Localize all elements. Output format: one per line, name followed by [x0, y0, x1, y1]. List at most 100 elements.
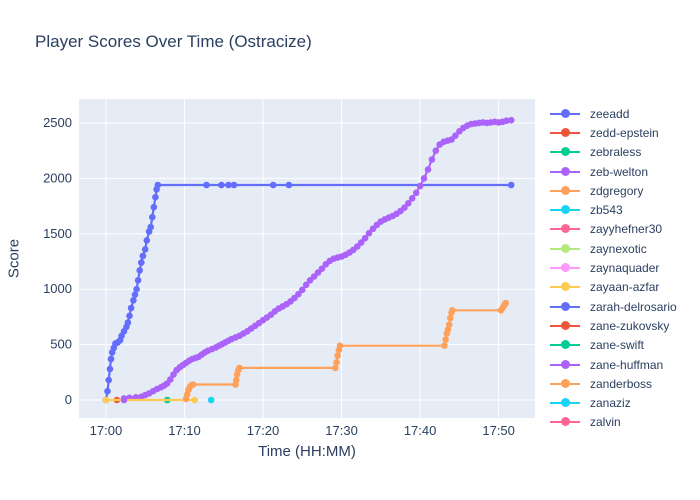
trace-zeeadd-marker[interactable] — [218, 181, 225, 189]
trace-zeb-welton-marker[interactable] — [299, 286, 306, 294]
trace-zeb-welton-marker[interactable] — [357, 239, 365, 246]
legend-line-marker-icon — [548, 205, 584, 215]
trace-zeb-welton-marker[interactable] — [361, 234, 369, 242]
legend-item-zane-swift[interactable]: zane-swift — [548, 336, 698, 355]
trace-zeb-welton-marker[interactable] — [432, 147, 440, 154]
legend-item-label: zeb-welton — [590, 164, 649, 179]
legend-item-zdgregory[interactable]: zdgregory — [548, 181, 698, 200]
legend-item-label: zarah-delrosario — [590, 299, 677, 314]
trace-zayaan-azfar-marker[interactable] — [191, 396, 198, 404]
trace-zeeadd-marker[interactable] — [134, 277, 142, 284]
trace-zeb-welton-marker[interactable] — [405, 200, 412, 207]
trace-zeeadd-marker[interactable] — [141, 246, 149, 253]
legend-item-label: zaynexotic — [590, 241, 647, 256]
x-axis-title: Time (HH:MM) — [258, 443, 356, 460]
trace-zeb-welton-marker[interactable] — [408, 195, 416, 202]
legend-item-zedd-epstein[interactable]: zedd-epstein — [548, 123, 698, 142]
trace-zeeadd-marker[interactable] — [106, 365, 114, 373]
trace-zeeadd-marker[interactable] — [225, 181, 232, 189]
trace-zeeadd-marker[interactable] — [139, 252, 147, 260]
legend-item-zeb-welton[interactable]: zeb-welton — [548, 162, 698, 181]
legend-item-label: zane-zukovsky — [590, 318, 670, 333]
trace-zeb-welton-marker[interactable] — [416, 182, 424, 190]
trace-zeeadd-marker[interactable] — [230, 181, 238, 189]
y-tick-label: 500 — [50, 337, 72, 352]
trace-zeeadd-marker[interactable] — [138, 259, 145, 266]
legend-item-zebraless[interactable]: zebraless — [548, 143, 698, 162]
legend-item-zanderboss[interactable]: zanderboss — [548, 374, 698, 393]
legend-item-label: zedd-epstein — [590, 125, 659, 140]
plot-area[interactable] — [79, 99, 535, 418]
trace-zb543-marker[interactable] — [207, 396, 215, 404]
legend-item-zalvin[interactable]: zalvin — [548, 413, 698, 426]
legend-item-zayaan-azfar[interactable]: zayaan-azfar — [548, 278, 698, 297]
trace-zeeadd-marker[interactable] — [152, 193, 159, 201]
trace-zanderboss-marker[interactable] — [189, 381, 197, 388]
trace-zeeadd-marker[interactable] — [147, 223, 154, 231]
legend-item-zanaziz[interactable]: zanaziz — [548, 393, 698, 412]
x-tick-label: 17:20 — [247, 423, 280, 438]
legend-item-zane-zukovsky[interactable]: zane-zukovsky — [548, 316, 698, 335]
legend-item-zarah-delrosario[interactable]: zarah-delrosario — [548, 297, 698, 316]
trace-zeeadd-marker[interactable] — [136, 267, 143, 274]
trace-zeb-welton-marker[interactable] — [318, 265, 326, 273]
trace-zanderboss-marker[interactable] — [444, 326, 452, 334]
legend-item-zaynaquader[interactable]: zaynaquader — [548, 258, 698, 277]
trace-zeeadd-marker[interactable] — [126, 312, 133, 320]
trace-zanderboss-marker[interactable] — [236, 364, 243, 372]
legend-item-zb543[interactable]: zb543 — [548, 200, 698, 219]
trace-zeeadd-marker[interactable] — [150, 203, 158, 211]
trace-zeeadd-marker[interactable] — [105, 376, 112, 384]
trace-zeb-welton-marker[interactable] — [295, 290, 302, 298]
legend-item-label: zayaan-azfar — [590, 280, 660, 295]
trace-zayaan-azfar-marker[interactable] — [102, 396, 110, 404]
legend-line-marker-icon — [548, 147, 584, 157]
trace-zanderboss-marker[interactable] — [449, 307, 456, 314]
trace-zeeadd-marker[interactable] — [143, 237, 151, 244]
trace-zeb-welton-marker[interactable] — [507, 116, 515, 124]
trace-zeeadd-marker[interactable] — [127, 304, 135, 312]
trace-zeeadd-marker[interactable] — [285, 181, 293, 189]
trace-zeeadd-marker[interactable] — [269, 181, 277, 189]
trace-zeeadd-marker[interactable] — [507, 181, 515, 189]
legend-line-marker-icon — [548, 301, 584, 312]
trace-zeb-welton-marker[interactable] — [452, 132, 459, 139]
legend-item-zeeadd[interactable]: zeeadd — [548, 104, 698, 123]
trace-zanderboss-marker[interactable] — [447, 314, 454, 322]
legend: zeeadd zedd-epstein zebraless ze — [548, 104, 698, 426]
trace-zeb-welton-marker[interactable] — [420, 175, 428, 182]
trace-zanderboss-marker[interactable] — [334, 352, 341, 360]
trace-zeb-welton-marker[interactable] — [365, 229, 373, 237]
trace-zeeadd-marker[interactable] — [130, 297, 137, 304]
trace-zanderboss-marker[interactable] — [333, 359, 340, 366]
trace-zeb-welton-marker[interactable] — [401, 204, 408, 211]
trace-zeeadd-marker[interactable] — [104, 387, 111, 395]
legend-line-marker-icon — [548, 108, 584, 119]
trace-zeeadd-marker[interactable] — [124, 319, 132, 326]
trace-zeb-welton-marker[interactable] — [424, 166, 432, 173]
y-axis-title: Score — [5, 238, 23, 279]
trace-zeb-welton-marker[interactable] — [167, 376, 174, 383]
trace-zeb-welton-marker[interactable] — [412, 189, 420, 197]
trace-zane-huffman-marker[interactable] — [120, 396, 128, 404]
trace-zanderboss-marker[interactable] — [332, 364, 339, 372]
trace-zanderboss-marker[interactable] — [441, 342, 448, 350]
trace-zeeadd-marker[interactable] — [149, 213, 156, 221]
trace-zanderboss-marker[interactable] — [502, 299, 510, 307]
trace-zanderboss-marker[interactable] — [336, 342, 344, 350]
trace-zeeadd-marker[interactable] — [131, 291, 139, 299]
legend-item-zane-huffman[interactable]: zane-huffman — [548, 355, 698, 374]
trace-zeb-welton-marker[interactable] — [428, 156, 436, 163]
trace-zeeadd-marker[interactable] — [203, 181, 210, 189]
legend-item-zayyhefner30[interactable]: zayyhefner30 — [548, 220, 698, 239]
trace-zanderboss-marker[interactable] — [445, 321, 453, 329]
legend-item-zaynexotic[interactable]: zaynexotic — [548, 239, 698, 258]
trace-zeeadd-marker[interactable] — [154, 181, 162, 189]
trace-zeeadd-marker[interactable] — [133, 285, 140, 293]
trace-zanderboss-marker[interactable] — [233, 376, 240, 384]
trace-zeeadd-marker[interactable] — [107, 355, 115, 363]
trace-zanderboss-marker[interactable] — [442, 336, 449, 343]
trace-zeb-welton-marker[interactable] — [302, 281, 310, 289]
legend-line-marker-icon — [548, 282, 584, 292]
